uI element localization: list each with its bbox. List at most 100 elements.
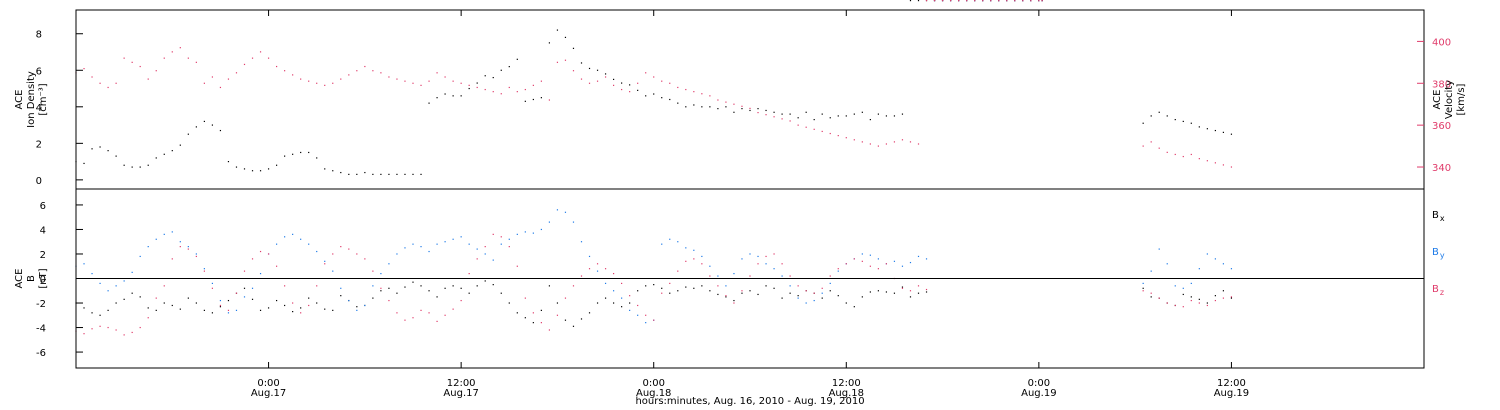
- ion-density-point: [227, 161, 230, 163]
- bx-point: [356, 306, 358, 308]
- velocity-point: [685, 88, 687, 91]
- y-left-tick-label: 6: [36, 66, 42, 77]
- velocity-point: [436, 72, 438, 74]
- bz-point: [356, 253, 358, 255]
- ion-density-point: [492, 76, 494, 79]
- bz-point: [629, 295, 631, 297]
- bx-point: [115, 302, 117, 304]
- ion-density-point: [476, 82, 478, 84]
- bz-point: [211, 287, 214, 289]
- by-point: [1214, 258, 1216, 260]
- bz-point: [998, 0, 1000, 2]
- velocity-point: [243, 63, 246, 66]
- bx-point: [340, 295, 342, 297]
- bx-point: [877, 290, 879, 292]
- ion-density-point: [596, 69, 599, 71]
- bx-point: [275, 299, 278, 302]
- legend-entry: Bz: [1432, 284, 1444, 297]
- velocity-point: [372, 70, 374, 72]
- bz-point: [428, 312, 430, 314]
- bz-point: [1166, 302, 1168, 304]
- bx-point: [187, 297, 189, 299]
- ion-density-point: [540, 97, 542, 99]
- marks-layer: [75, 0, 1233, 336]
- bz-point: [709, 275, 711, 277]
- bz-point: [933, 0, 936, 2]
- ion-density-point: [532, 98, 534, 101]
- by-point: [588, 255, 591, 258]
- velocity-point: [484, 88, 486, 91]
- velocity-point: [813, 128, 815, 130]
- bz-point: [621, 282, 623, 285]
- bz-point: [757, 263, 759, 265]
- bx-point: [107, 309, 109, 311]
- bz-point: [292, 302, 294, 304]
- bz-point: [701, 263, 703, 265]
- by-point: [925, 258, 928, 260]
- top-left-axis-title-line: ACE: [14, 90, 25, 110]
- bx-point: [564, 319, 567, 321]
- y-b-left-tick-label: 4: [40, 225, 46, 236]
- by-point: [524, 231, 526, 233]
- x-tick-label-line1: 12:00: [832, 378, 861, 389]
- velocity-point: [412, 82, 414, 84]
- bz-point: [380, 287, 382, 289]
- by-point: [1230, 268, 1233, 270]
- bx-point: [548, 285, 551, 287]
- by-point: [219, 299, 222, 302]
- ion-density-point: [701, 106, 703, 108]
- ion-density-point: [548, 42, 551, 44]
- bx-point: [861, 296, 863, 298]
- velocity-point: [420, 84, 422, 86]
- by-point: [837, 270, 839, 272]
- top-right-axis-title-line: [km/s]: [1456, 83, 1467, 115]
- bx-point: [637, 290, 639, 292]
- ion-density-point: [677, 102, 679, 104]
- x-tick-label-line2: Aug.18: [829, 388, 864, 399]
- ion-density-point: [275, 164, 278, 166]
- by-point: [492, 259, 494, 261]
- bz-point: [396, 312, 398, 314]
- by-point: [516, 233, 518, 235]
- bx-point: [211, 312, 214, 314]
- by-point: [436, 243, 438, 245]
- ion-density-point: [308, 151, 310, 154]
- y-b-left-tick-label: 0: [40, 275, 46, 286]
- velocity-point: [460, 82, 462, 84]
- y-b-left-tick-label: -2: [36, 299, 46, 310]
- velocity-point: [356, 70, 358, 72]
- by-point: [661, 243, 663, 245]
- velocity-point: [388, 76, 390, 78]
- bx-point: [893, 292, 896, 294]
- y-left-tick-label: 4: [36, 103, 42, 114]
- velocity-point: [227, 78, 230, 80]
- top-left-axis-title-line: [cm⁻³]: [38, 83, 49, 115]
- by-point: [821, 292, 823, 294]
- bx-point: [524, 317, 526, 319]
- by-point: [163, 233, 165, 235]
- velocity-point: [580, 78, 583, 80]
- bz-point: [805, 290, 807, 292]
- by-point: [548, 221, 551, 223]
- by-point: [1150, 270, 1152, 272]
- velocity-point: [91, 76, 93, 78]
- bz-point: [388, 299, 390, 302]
- by-point: [243, 296, 246, 298]
- bx-point: [83, 307, 85, 309]
- velocity-point: [324, 84, 326, 86]
- bx-point: [428, 290, 430, 292]
- ion-density-point: [901, 113, 904, 115]
- by-point: [348, 299, 350, 302]
- velocity-point: [139, 65, 141, 68]
- ion-density-point: [500, 69, 502, 71]
- velocity-point: [572, 70, 575, 72]
- bx-point: [797, 295, 799, 297]
- velocity-point: [1230, 166, 1233, 168]
- bx-point: [1230, 297, 1233, 299]
- velocity-point: [781, 118, 783, 120]
- bz-point: [797, 285, 799, 287]
- bx-point: [556, 302, 559, 304]
- ion-density-point: [749, 109, 751, 112]
- by-point: [685, 247, 687, 249]
- bx-point: [91, 312, 93, 314]
